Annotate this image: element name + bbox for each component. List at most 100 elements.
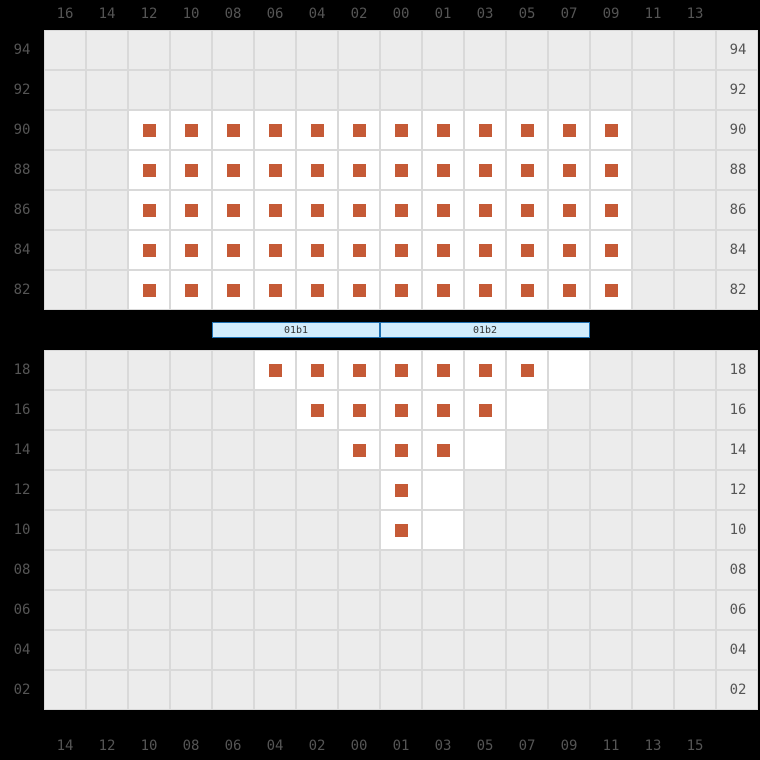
counter-segment[interactable]: 01b1 <box>212 322 380 338</box>
seat-empty[interactable] <box>632 350 674 390</box>
seat-empty[interactable] <box>674 550 716 590</box>
seat-empty[interactable] <box>86 150 128 190</box>
seat-empty[interactable] <box>674 150 716 190</box>
seat-empty[interactable] <box>674 70 716 110</box>
seat-empty[interactable] <box>128 390 170 430</box>
seat-occupied[interactable] <box>170 270 212 310</box>
seat-empty[interactable] <box>128 550 170 590</box>
seat-empty[interactable] <box>44 510 86 550</box>
seat-occupied[interactable] <box>590 190 632 230</box>
seat-occupied[interactable] <box>422 430 464 470</box>
seat-occupied[interactable] <box>464 190 506 230</box>
seat-empty[interactable] <box>44 70 86 110</box>
seat-empty[interactable] <box>548 630 590 670</box>
seat-occupied[interactable] <box>422 190 464 230</box>
seat-empty[interactable] <box>212 670 254 710</box>
seat-empty[interactable] <box>338 510 380 550</box>
seat-empty[interactable] <box>674 470 716 510</box>
seat-empty[interactable] <box>548 470 590 510</box>
seat-empty[interactable] <box>422 630 464 670</box>
seat-empty[interactable] <box>254 30 296 70</box>
seat-empty[interactable] <box>590 630 632 670</box>
seat-occupied[interactable] <box>338 350 380 390</box>
seat-empty[interactable] <box>170 670 212 710</box>
seat-empty[interactable] <box>548 590 590 630</box>
seat-empty[interactable] <box>86 390 128 430</box>
seat-empty[interactable] <box>44 670 86 710</box>
seat-empty[interactable] <box>422 70 464 110</box>
seat-empty[interactable] <box>590 590 632 630</box>
seat-empty[interactable] <box>632 590 674 630</box>
seat-empty[interactable] <box>548 550 590 590</box>
seat-empty[interactable] <box>296 470 338 510</box>
seat-empty[interactable] <box>170 350 212 390</box>
seat-empty[interactable] <box>128 630 170 670</box>
seat-empty[interactable] <box>464 510 506 550</box>
seat-empty[interactable] <box>254 510 296 550</box>
seat-empty[interactable] <box>590 350 632 390</box>
seat-empty[interactable] <box>674 390 716 430</box>
seat-empty[interactable] <box>170 550 212 590</box>
seat-occupied[interactable] <box>422 230 464 270</box>
seat-occupied[interactable] <box>128 190 170 230</box>
seat-empty[interactable] <box>590 70 632 110</box>
seat-empty[interactable] <box>212 550 254 590</box>
seat-empty[interactable] <box>212 510 254 550</box>
seat-empty[interactable] <box>632 230 674 270</box>
seat-empty[interactable] <box>590 390 632 430</box>
seat-occupied[interactable] <box>338 150 380 190</box>
seat-occupied[interactable] <box>296 110 338 150</box>
seat-occupied[interactable] <box>464 390 506 430</box>
seat-occupied[interactable] <box>296 190 338 230</box>
seat-empty[interactable] <box>632 150 674 190</box>
seat-occupied[interactable] <box>296 230 338 270</box>
counter-segment[interactable]: 01b2 <box>380 322 590 338</box>
seat-occupied[interactable] <box>380 110 422 150</box>
seat-empty[interactable] <box>380 630 422 670</box>
seat-occupied[interactable] <box>506 110 548 150</box>
seat-occupied[interactable] <box>506 190 548 230</box>
seat-empty[interactable] <box>86 510 128 550</box>
seat-empty[interactable] <box>254 430 296 470</box>
seat-occupied[interactable] <box>464 270 506 310</box>
seat-empty[interactable] <box>674 630 716 670</box>
seat-occupied[interactable] <box>296 350 338 390</box>
seat-empty[interactable] <box>674 430 716 470</box>
seat-empty[interactable] <box>506 470 548 510</box>
seat-empty[interactable] <box>464 630 506 670</box>
seat-occupied[interactable] <box>380 510 422 550</box>
seat-empty[interactable] <box>464 550 506 590</box>
seat-occupied[interactable] <box>380 430 422 470</box>
seat-empty[interactable] <box>632 550 674 590</box>
seat-occupied[interactable] <box>170 150 212 190</box>
seat-empty[interactable] <box>464 590 506 630</box>
seat-occupied[interactable] <box>254 190 296 230</box>
seat-empty[interactable] <box>44 630 86 670</box>
seat-occupied[interactable] <box>380 350 422 390</box>
seat-empty[interactable] <box>380 70 422 110</box>
seat-empty[interactable] <box>254 630 296 670</box>
seat-empty[interactable] <box>212 470 254 510</box>
seat-empty[interactable] <box>86 70 128 110</box>
seat-occupied[interactable] <box>212 110 254 150</box>
seat-empty[interactable] <box>506 550 548 590</box>
seat-occupied[interactable] <box>128 150 170 190</box>
seat-empty[interactable] <box>128 350 170 390</box>
seat-empty[interactable] <box>338 590 380 630</box>
seat-empty[interactable] <box>44 470 86 510</box>
seat-empty[interactable] <box>548 430 590 470</box>
seat-empty[interactable] <box>506 70 548 110</box>
seat-empty[interactable] <box>632 70 674 110</box>
seat-empty[interactable] <box>548 70 590 110</box>
seat-empty[interactable] <box>128 590 170 630</box>
seat-empty[interactable] <box>674 110 716 150</box>
seat-empty[interactable] <box>548 510 590 550</box>
seat-empty[interactable] <box>674 30 716 70</box>
seat-empty[interactable] <box>464 670 506 710</box>
seat-empty[interactable] <box>506 30 548 70</box>
seat-occupied[interactable] <box>338 430 380 470</box>
seat-empty[interactable] <box>674 510 716 550</box>
seat-empty[interactable] <box>128 670 170 710</box>
seat-empty[interactable] <box>464 30 506 70</box>
seat-empty[interactable] <box>254 550 296 590</box>
